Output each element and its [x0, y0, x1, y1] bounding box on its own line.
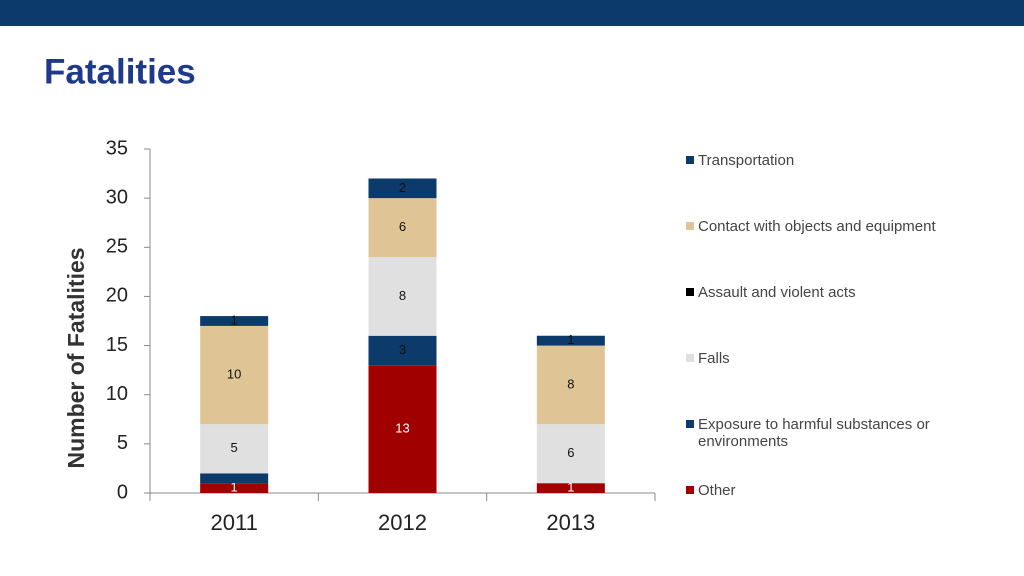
bar-segment	[368, 198, 437, 258]
x-tick-label: 2013	[546, 510, 595, 535]
legend-entry: Assault and violent acts	[686, 284, 986, 301]
x-tick-label: 2011	[211, 510, 258, 535]
legend-swatch	[686, 288, 694, 296]
data-label: 5	[231, 440, 238, 455]
y-tick-label: 25	[106, 236, 128, 258]
bar-segment	[368, 365, 437, 493]
legend-entry: Other	[686, 482, 986, 499]
y-tick-label: 15	[106, 334, 128, 356]
data-label: 1	[231, 312, 238, 327]
bar-segment	[536, 345, 605, 425]
data-label: 10	[227, 366, 241, 381]
x-tick-label: 2012	[378, 510, 427, 535]
data-label: 1	[567, 332, 574, 347]
bar-segment	[368, 178, 437, 199]
data-label: 1	[567, 480, 574, 495]
data-label: 1	[231, 480, 238, 495]
legend-swatch	[686, 354, 694, 362]
legend-label: Contact with objects and equipment	[698, 218, 936, 235]
data-label: 8	[399, 288, 406, 303]
bar-segment	[200, 316, 269, 326]
legend-swatch	[686, 420, 694, 428]
top-bar	[0, 0, 1024, 26]
bar-segment	[200, 325, 269, 425]
data-label: 2	[399, 180, 406, 195]
y-tick-label: 10	[106, 383, 128, 405]
bar-segment	[200, 473, 269, 484]
y-tick-label: 20	[106, 285, 128, 307]
legend-label: Other	[698, 482, 736, 499]
legend-swatch	[686, 156, 694, 164]
data-label: 6	[399, 219, 406, 234]
chart-title: Fatalities	[44, 52, 196, 91]
data-label: 13	[395, 421, 409, 436]
legend-entry: Contact with objects and equipment	[686, 218, 986, 235]
y-axis-title: Number of Fatalities	[63, 247, 89, 468]
legend-entry: Transportation	[686, 152, 986, 169]
legend-swatch	[686, 486, 694, 494]
legend-label: Assault and violent acts	[698, 284, 856, 301]
bar-segment	[368, 335, 437, 366]
legend-label: Transportation	[698, 152, 795, 169]
legend-entry: Exposure to harmful substances or enviro…	[686, 416, 986, 450]
data-label: 8	[567, 376, 574, 391]
bar-segment	[536, 335, 605, 346]
legend-label: Falls	[698, 350, 730, 367]
bar-segment	[200, 424, 269, 474]
data-label: 6	[567, 445, 574, 460]
legend-swatch	[686, 222, 694, 230]
y-tick-label: 30	[106, 186, 128, 208]
bar-segment	[200, 483, 269, 493]
legend-label: Exposure to harmful substances or enviro…	[698, 416, 930, 450]
legend-entry: Falls	[686, 350, 986, 367]
bar-segment	[536, 424, 605, 484]
bar-segment	[368, 257, 437, 336]
data-label: 3	[399, 342, 406, 357]
y-tick-label: 5	[117, 432, 128, 454]
y-tick-label: 35	[106, 137, 128, 159]
y-tick-label: 0	[117, 481, 128, 503]
bar-segment	[536, 483, 605, 493]
